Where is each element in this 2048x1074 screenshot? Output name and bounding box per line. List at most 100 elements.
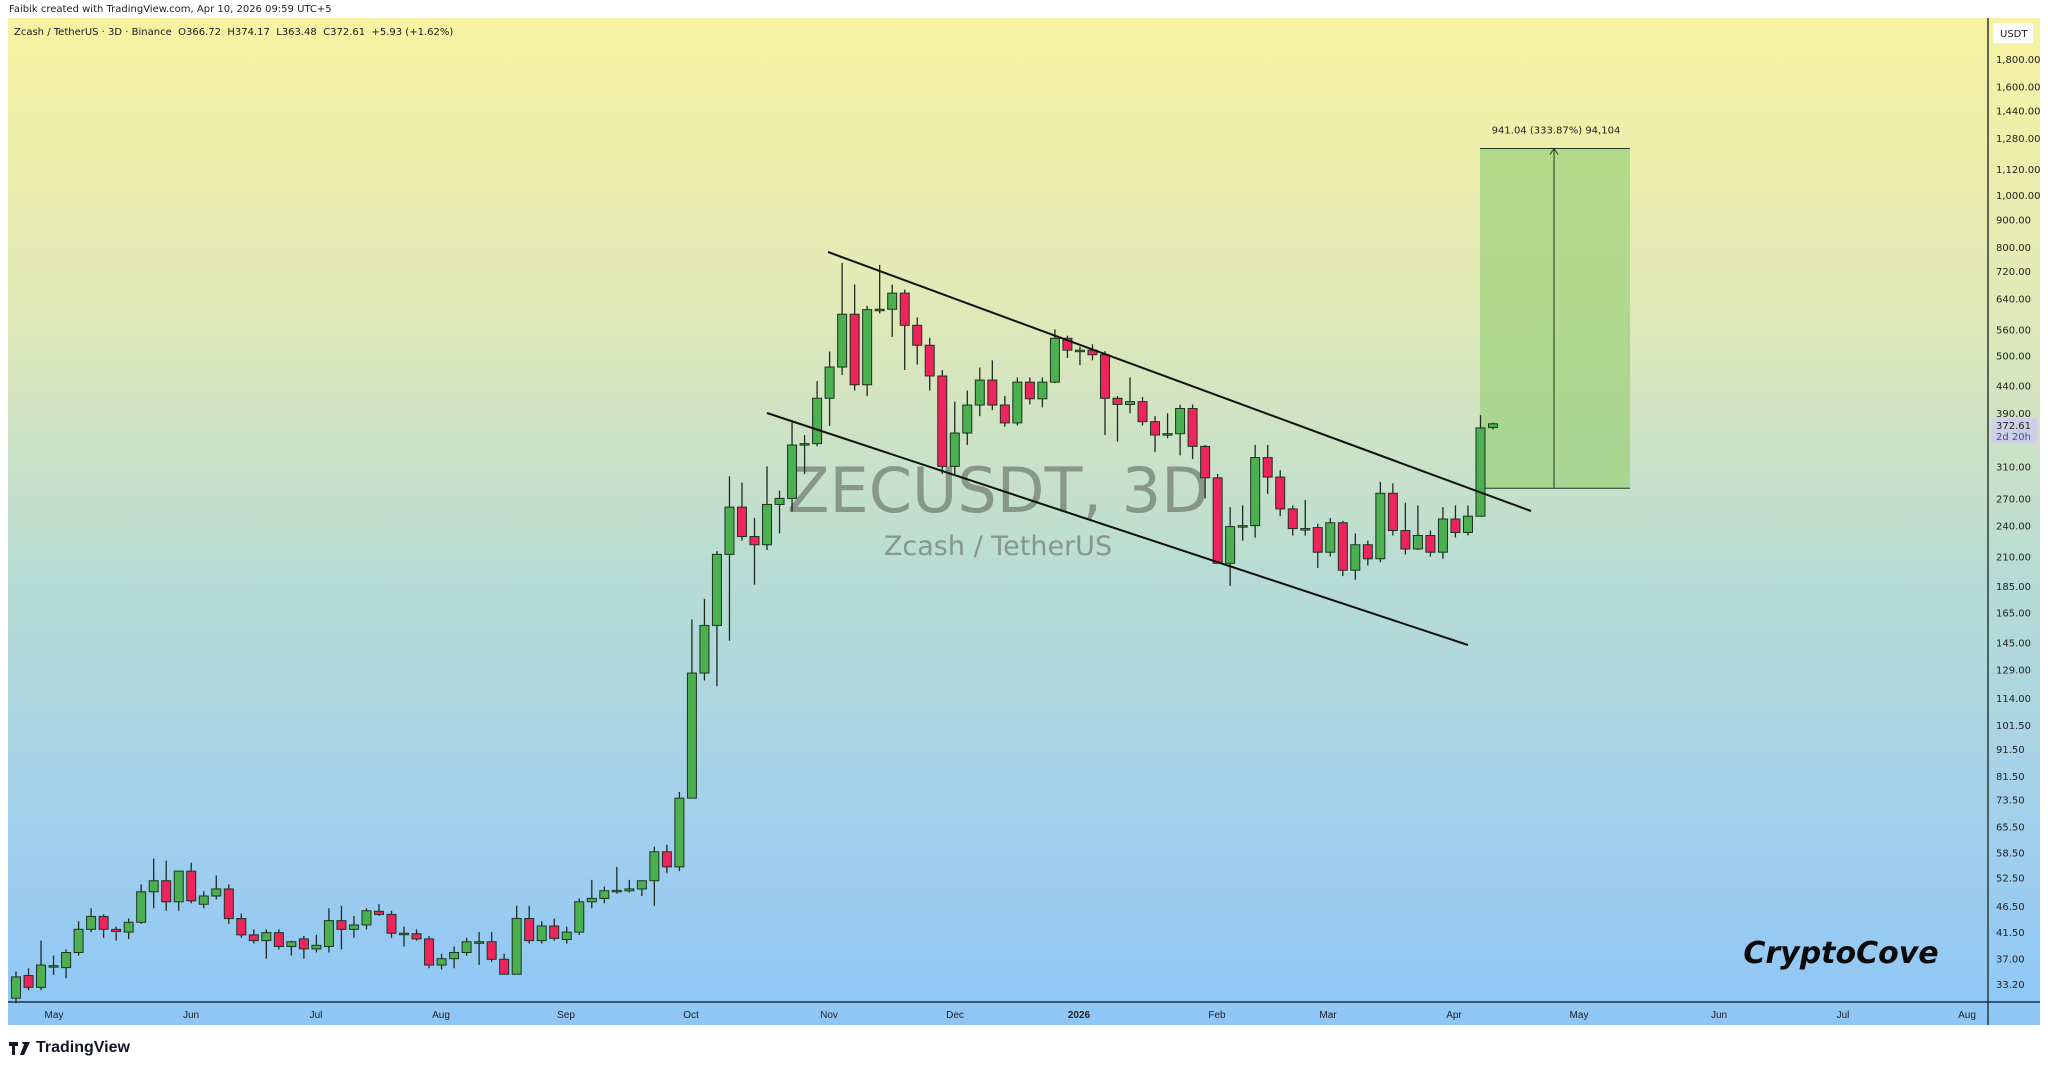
- candle-down: [486, 932, 497, 962]
- candle-body: [636, 880, 647, 890]
- candle-body: [123, 921, 134, 933]
- candle-down: [661, 844, 672, 874]
- candle-body: [787, 444, 798, 499]
- candle-down: [273, 929, 284, 950]
- price-tick: 114.00: [1996, 694, 2031, 705]
- price-tick: 33.20: [1996, 980, 2025, 991]
- candle-down: [186, 862, 197, 904]
- candle-body: [799, 443, 810, 446]
- time-axis[interactable]: May Jun Jul Aug Sep Oct Nov Dec 2026 Feb Mar Apr May…: [45, 1010, 1976, 1021]
- candle-body: [486, 941, 497, 960]
- candle-up: [123, 918, 134, 939]
- candle-body: [298, 938, 309, 950]
- candle-down: [411, 929, 422, 941]
- symbol-legend[interactable]: Zcash / TetherUS · 3D · Binance O366.72 …: [14, 27, 453, 38]
- candle-down: [111, 926, 122, 941]
- projection-area[interactable]: [1480, 148, 1630, 489]
- price-tick: 101.50: [1996, 721, 2031, 732]
- candle-body: [524, 918, 535, 942]
- candle-body: [1250, 457, 1261, 527]
- candle-body: [887, 292, 898, 310]
- candle-up: [461, 937, 472, 956]
- time-tick: May: [1570, 1010, 1589, 1021]
- symbol-watermark: ZECUSDT, 3D Zcash / TetherUS: [787, 454, 1209, 562]
- candle-up: [361, 908, 372, 930]
- candle-body: [724, 506, 735, 555]
- time-tick: Aug: [1958, 1010, 1976, 1021]
- candle-body: [749, 536, 760, 546]
- candle-body: [574, 901, 585, 933]
- channel-upper-line[interactable]: [827, 251, 1532, 512]
- candle-up: [1125, 377, 1136, 414]
- candle-body: [812, 397, 823, 445]
- candle-body: [73, 928, 84, 954]
- price-tick: 900.00: [1996, 216, 2031, 227]
- candle-up: [574, 898, 585, 935]
- candle-body: [1337, 522, 1348, 571]
- candle-down: [1200, 444, 1211, 499]
- candle-down: [736, 482, 747, 541]
- tradingview-logo[interactable]: TradingView: [9, 1039, 130, 1057]
- candle-down: [223, 884, 234, 924]
- price-tick: 1,800.00: [1996, 55, 2041, 66]
- candle-down: [336, 905, 347, 950]
- chart-panel[interactable]: [8, 18, 2040, 1025]
- candle-body: [837, 313, 848, 368]
- candle-body: [449, 952, 460, 960]
- candle-up: [1475, 414, 1486, 517]
- candle-up: [586, 879, 597, 909]
- candle-down: [912, 317, 923, 365]
- time-tick: 2026: [1068, 1010, 1091, 1021]
- candle-body: [1175, 408, 1186, 435]
- candle-down: [161, 860, 172, 911]
- candle-body: [536, 925, 547, 942]
- candle-up: [536, 921, 547, 944]
- candle-up: [286, 940, 297, 956]
- time-tick: Jun: [1711, 1010, 1727, 1021]
- candle-body: [549, 925, 560, 939]
- candle-up: [1074, 346, 1085, 366]
- candle-up: [599, 886, 610, 904]
- candle-body: [1137, 401, 1148, 423]
- candle-body: [862, 309, 873, 386]
- projection-box[interactable]: 941.04 (333.87%) 94,104: [1480, 126, 1630, 489]
- candle-body: [1275, 476, 1286, 510]
- projection-label: 941.04 (333.87%) 94,104: [1492, 126, 1621, 137]
- candle-up: [711, 551, 722, 687]
- candle-body: [974, 379, 985, 406]
- candle-body: [1162, 433, 1173, 436]
- candle-body: [161, 880, 172, 903]
- candle-up: [511, 905, 522, 975]
- candle-body: [999, 404, 1010, 424]
- channel-lower-line[interactable]: [766, 412, 1469, 646]
- channel-lines[interactable]: [766, 251, 1532, 646]
- watermark-subtitle: Zcash / TetherUS: [884, 531, 1112, 562]
- candle-body: [849, 313, 860, 386]
- price-axis[interactable]: USDT 1,800.00 1,600.00 1,440.00 1,280.00 1,1…: [1993, 23, 2041, 991]
- candle-body: [1125, 401, 1136, 405]
- last-price-value: 372.61: [1996, 421, 2031, 432]
- price-tick: 52.50: [1996, 874, 2025, 885]
- time-tick: May: [45, 1010, 64, 1021]
- candle-body: [48, 965, 59, 968]
- candle-up: [862, 305, 873, 397]
- time-tick: Mar: [1319, 1010, 1337, 1021]
- candle-body: [261, 932, 272, 942]
- price-tick: 440.00: [1996, 381, 2031, 392]
- price-tick: 1,120.00: [1996, 165, 2041, 176]
- candle-down: [1087, 344, 1098, 361]
- candle-up: [561, 926, 572, 944]
- candle-body: [436, 958, 447, 966]
- candle-up: [1175, 404, 1186, 456]
- bar-countdown: 2d 20h: [1996, 432, 2031, 443]
- candle-up: [1162, 413, 1173, 439]
- candle-body: [1037, 381, 1048, 400]
- currency-label: USDT: [2000, 29, 2028, 40]
- candle-body: [311, 944, 322, 950]
- candle-up: [1012, 377, 1023, 426]
- candle-body: [561, 931, 572, 940]
- time-tick: Sep: [557, 1010, 575, 1021]
- candle-body: [173, 870, 184, 903]
- candle-down: [1024, 377, 1035, 405]
